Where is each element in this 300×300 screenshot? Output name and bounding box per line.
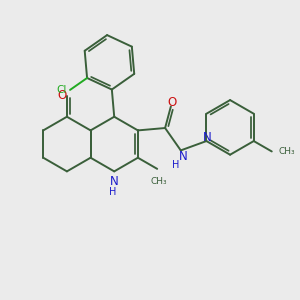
Text: N: N [203,131,212,144]
Text: H: H [109,187,116,197]
Text: H: H [172,160,179,170]
Text: O: O [168,96,177,109]
Text: N: N [110,175,118,188]
Text: N: N [179,150,188,164]
Text: CH₃: CH₃ [278,147,295,156]
Text: O: O [57,89,66,103]
Text: Cl: Cl [57,85,67,95]
Text: CH₃: CH₃ [150,177,167,186]
